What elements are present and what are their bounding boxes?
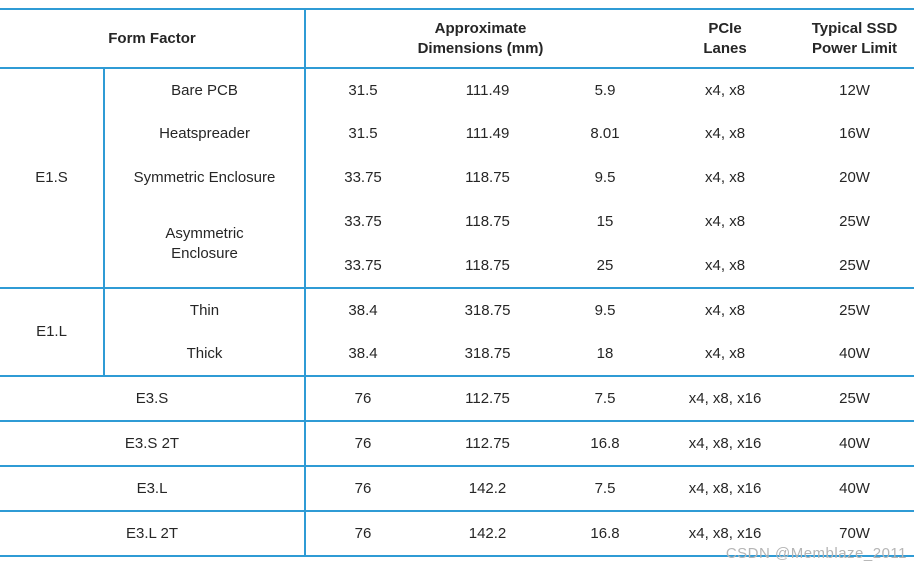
table-row-e1s-asymmetric-enclosure-2: 33.75 118.75 25 x4, x8 25W: [0, 244, 914, 289]
table-row-e1l-thin: E1.L Thin 38.4 318.75 9.5 x4, x8 25W: [0, 288, 914, 377]
cell-dim-width: 38.4: [304, 332, 421, 377]
col-header-dimensions-label: Approximate Dimensions (mm): [417, 20, 544, 57]
cell-dim-width: 33.75: [304, 200, 421, 244]
e3l-label: E3.L: [0, 466, 306, 512]
cell-pcie-lanes: x4, x8: [705, 81, 746, 99]
cell-dim-length: 142.2: [420, 511, 556, 557]
cell-dim-thickness: 7.5: [555, 466, 656, 512]
table-row-e3s-2t: E3.S 2T 76 112.75 16.8 x4, x8, x16 40W: [0, 421, 914, 467]
cell-dim-length: 111.49: [465, 81, 510, 99]
cell-pcie-lanes: x4, x8: [705, 169, 746, 187]
cell-dim-thickness: 5.9: [594, 81, 616, 99]
cell-pcie-lanes: x4, x8, x16: [655, 511, 796, 557]
cell-dim-thickness: 15: [596, 213, 614, 231]
cell-variant: Thin: [102, 288, 306, 332]
col-header-dimensions: Approximate Dimensions (mm): [304, 9, 656, 69]
table-row-e1l-thick: Thick 38.4 318.75 18 x4, x8 40W: [0, 332, 914, 377]
table-row-e1s-symmetric-enclosure: Symmetric Enclosure 33.75 118.75 9.5 x4,…: [0, 156, 914, 200]
cell-power-limit: 25W: [839, 301, 870, 319]
cell-dim-thickness: 8.01: [590, 125, 620, 143]
table-row-e1s-asymmetric-enclosure-1: Asymmetric Enclosure 33.75 118.75 15 x4,…: [0, 200, 914, 289]
e1s-group-label: E1.S: [0, 68, 104, 289]
cell-power-limit: 40W: [795, 466, 914, 512]
cell-dim-width: 38.4: [304, 288, 421, 332]
cell-dim-thickness: 16.8: [555, 421, 656, 467]
cell-power-limit: 16W: [839, 125, 870, 143]
cell-power-limit: 20W: [839, 169, 870, 187]
cell-pcie-lanes: x4, x8, x16: [655, 466, 796, 512]
cell-dim-width: 76: [304, 466, 421, 512]
cell-variant: Bare PCB: [102, 68, 306, 112]
col-header-power-limit: Typical SSD Power Limit: [795, 9, 914, 69]
cell-variant: Symmetric Enclosure: [102, 156, 306, 200]
col-header-pcie-lanes: PCIe Lanes: [655, 9, 796, 69]
col-header-power-limit-label: Typical SSD Power Limit: [811, 20, 898, 57]
cell-dim-length: 111.49: [465, 125, 510, 143]
cell-power-limit: 40W: [795, 332, 914, 377]
cell-variant: Thick: [102, 332, 306, 377]
cell-pcie-lanes: x4, x8, x16: [655, 376, 796, 422]
e3l-2t-label: E3.L 2T: [0, 511, 306, 557]
e1l-group-label: E1.L: [0, 288, 104, 377]
cell-dim-thickness: 7.5: [555, 376, 656, 422]
cell-dim-length: 142.2: [420, 466, 556, 512]
cell-dim-length: 118.75: [465, 169, 510, 187]
cell-power-limit: 12W: [839, 81, 870, 99]
cell-pcie-lanes: x4, x8, x16: [655, 421, 796, 467]
cell-dim-width: 76: [304, 376, 421, 422]
cell-dim-length: 112.75: [420, 421, 556, 467]
table-row-e1s-bare-pcb: E1.S Bare PCB 31.5 111.49 5.9 x4, x8 12W: [0, 68, 914, 289]
cell-dim-width: 33.75: [304, 156, 421, 200]
col-header-pcie-lanes-label: PCIe Lanes: [703, 20, 747, 57]
table-row-e1s-heatspreader: Heatspreader 31.5 111.49 8.01 x4, x8 16W: [0, 112, 914, 156]
table-row-e3l-2t: E3.L 2T 76 142.2 16.8 x4, x8, x16 70W: [0, 511, 914, 557]
cell-dim-thickness: 9.5: [594, 169, 616, 187]
cell-pcie-lanes: x4, x8: [705, 301, 746, 319]
e3s-label: E3.S: [0, 376, 306, 422]
cell-power-limit: 25W: [795, 376, 914, 422]
cell-dim-width: 31.5: [304, 112, 421, 156]
cell-variant: Asymmetric Enclosure: [102, 200, 306, 289]
cell-variant: Heatspreader: [102, 112, 306, 156]
cell-power-limit: 25W: [839, 213, 870, 231]
e3s-2t-label: E3.S 2T: [0, 421, 306, 467]
cell-dim-width: 31.5: [304, 68, 421, 112]
cell-dim-length: 112.75: [420, 376, 556, 422]
table-row-e3s: E3.S 76 112.75 7.5 x4, x8, x16 25W: [0, 376, 914, 422]
cell-power-limit: 70W: [795, 511, 914, 557]
edsff-spec-table: Form Factor Approximate Dimensions (mm) …: [0, 8, 914, 557]
cell-dim-length: 318.75: [420, 332, 556, 377]
cell-pcie-lanes: x4, x8: [705, 125, 746, 143]
cell-dim-width: 33.75: [304, 244, 421, 289]
cell-dim-thickness: 16.8: [555, 511, 656, 557]
cell-dim-thickness: 9.5: [594, 301, 616, 319]
cell-power-limit: 25W: [795, 244, 914, 289]
cell-dim-length: 318.75: [464, 301, 511, 319]
csdn-watermark: CSDN @Memblaze_2011: [725, 545, 907, 562]
cell-dim-thickness: 18: [555, 332, 656, 377]
cell-pcie-lanes: x4, x8: [655, 244, 796, 289]
cell-dim-width: 76: [304, 421, 421, 467]
cell-dim-length: 118.75: [420, 244, 556, 289]
cell-pcie-lanes: x4, x8: [705, 213, 746, 231]
cell-dim-length: 118.75: [465, 213, 510, 231]
cell-dim-width: 76: [304, 511, 421, 557]
cell-dim-thickness: 25: [555, 244, 656, 289]
cell-variant-label: Asymmetric Enclosure: [165, 225, 244, 262]
table-row-e3l: E3.L 76 142.2 7.5 x4, x8, x16 40W: [0, 466, 914, 512]
cell-power-limit: 40W: [795, 421, 914, 467]
cell-pcie-lanes: x4, x8: [655, 332, 796, 377]
col-header-form-factor: Form Factor: [0, 9, 306, 69]
header-row: Form Factor Approximate Dimensions (mm) …: [0, 9, 914, 69]
